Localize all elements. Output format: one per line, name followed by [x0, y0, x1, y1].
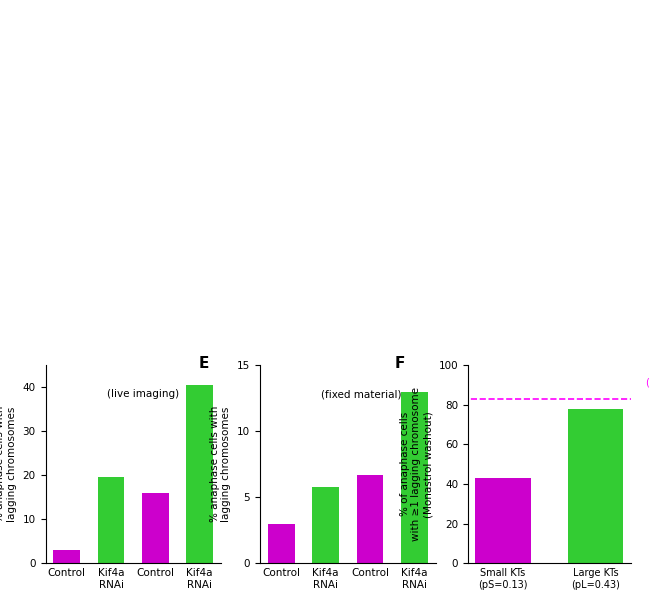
Bar	[53, 550, 80, 563]
Bar	[357, 475, 384, 563]
Text: (if pS=pL): (if pS=pL)	[646, 378, 650, 388]
Text: F: F	[395, 355, 405, 371]
Y-axis label: % anaphase cells with
lagging chromosomes: % anaphase cells with lagging chromosome…	[210, 406, 231, 522]
Y-axis label: % of anaphase cells
with ≥1 lagging chromosome
(Monastrol washout): % of anaphase cells with ≥1 lagging chro…	[400, 387, 433, 541]
Bar	[312, 486, 339, 563]
Bar	[98, 477, 124, 563]
Text: (fixed material): (fixed material)	[321, 389, 402, 399]
Text: (live imaging): (live imaging)	[107, 389, 179, 399]
Bar	[187, 385, 213, 563]
Bar	[401, 392, 428, 563]
Y-axis label: % anaphase cells with
lagging chromosomes: % anaphase cells with lagging chromosome…	[0, 406, 17, 522]
Text: E: E	[199, 355, 209, 371]
Bar	[268, 524, 294, 563]
Bar	[567, 409, 623, 563]
Bar	[142, 493, 169, 563]
Bar	[475, 478, 531, 563]
